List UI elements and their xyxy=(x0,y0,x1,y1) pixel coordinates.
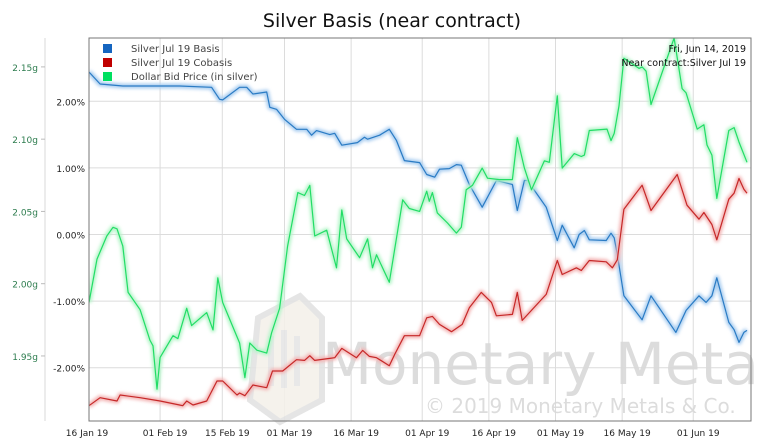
date-tick-label: 16 Mar 19 xyxy=(333,429,379,439)
silver-tick-label: 2.10g xyxy=(12,136,38,146)
watermark-copyright: © 2019 Monetary Metals & Co. xyxy=(425,394,736,418)
percent-tick-label: -2.00% xyxy=(53,365,85,375)
percent-tick-label: 2.00% xyxy=(56,98,85,108)
silver-axis-ticks: 2.15g 2.10g 2.05g 2.00g 1.95g xyxy=(12,64,45,363)
watermark: Monetary Metals © 2019 Monetary Metals &… xyxy=(246,292,763,426)
annotation-contract: Near contract:Silver Jul 19 xyxy=(621,58,746,69)
legend-label: Silver Jul 19 Basis xyxy=(131,44,220,55)
silver-tick-label: 2.15g xyxy=(12,64,38,74)
legend-swatch-blue xyxy=(103,44,112,53)
date-tick-label: 01 Apr 19 xyxy=(405,429,449,439)
percent-tick-label: 0.00% xyxy=(56,231,85,241)
date-tick-label: 16 Jan 19 xyxy=(66,429,109,439)
annotation-date: Fri, Jun 14, 2019 xyxy=(668,44,746,55)
silver-tick-label: 1.95g xyxy=(12,353,38,363)
date-tick-label: 01 Jun 19 xyxy=(677,429,720,439)
series-line-dollar-bid xyxy=(89,38,748,390)
legend: Silver Jul 19 Basis Silver Jul 19 Cobasi… xyxy=(103,44,258,83)
series-line-basis xyxy=(89,71,748,343)
legend-swatch-red xyxy=(103,58,112,67)
horizontal-gridlines xyxy=(89,100,751,369)
date-tick-label: 15 Feb 19 xyxy=(205,429,250,439)
watermark-logo-icon xyxy=(246,292,325,426)
date-tick-label: 01 Mar 19 xyxy=(267,429,313,439)
legend-item-basis[interactable]: Silver Jul 19 Basis xyxy=(103,44,220,55)
legend-swatch-green xyxy=(103,72,112,81)
series-line-cobasis xyxy=(89,173,748,407)
date-axis-ticks: 16 Jan 19 01 Feb 19 15 Feb 19 01 Mar 19 16 M… xyxy=(66,429,720,439)
chart-title: Silver Basis (near contract) xyxy=(263,10,521,32)
date-tick-label: 16 May 19 xyxy=(604,429,652,439)
legend-item-cobasis[interactable]: Silver Jul 19 Cobasis xyxy=(103,58,232,69)
silver-tick-label: 2.05g xyxy=(12,208,38,218)
date-tick-label: 16 Apr 19 xyxy=(472,429,516,439)
legend-label: Silver Jul 19 Cobasis xyxy=(131,58,232,69)
percent-axis-ticks: 2.00% 1.00% 0.00% -1.00% -2.00% xyxy=(53,98,85,374)
legend-item-dollar-bid[interactable]: Dollar Bid Price (in silver) xyxy=(103,72,258,83)
date-tick-label: 01 Feb 19 xyxy=(143,429,188,439)
watermark-brand: Monetary Metals xyxy=(322,330,763,398)
percent-tick-label: -1.00% xyxy=(53,298,85,308)
percent-tick-label: 1.00% xyxy=(56,165,85,175)
silver-tick-label: 2.00g xyxy=(12,281,38,291)
series-lines xyxy=(89,38,750,409)
plot-border xyxy=(88,37,752,422)
date-tick-label: 01 May 19 xyxy=(537,429,585,439)
legend-label: Dollar Bid Price (in silver) xyxy=(131,72,258,83)
